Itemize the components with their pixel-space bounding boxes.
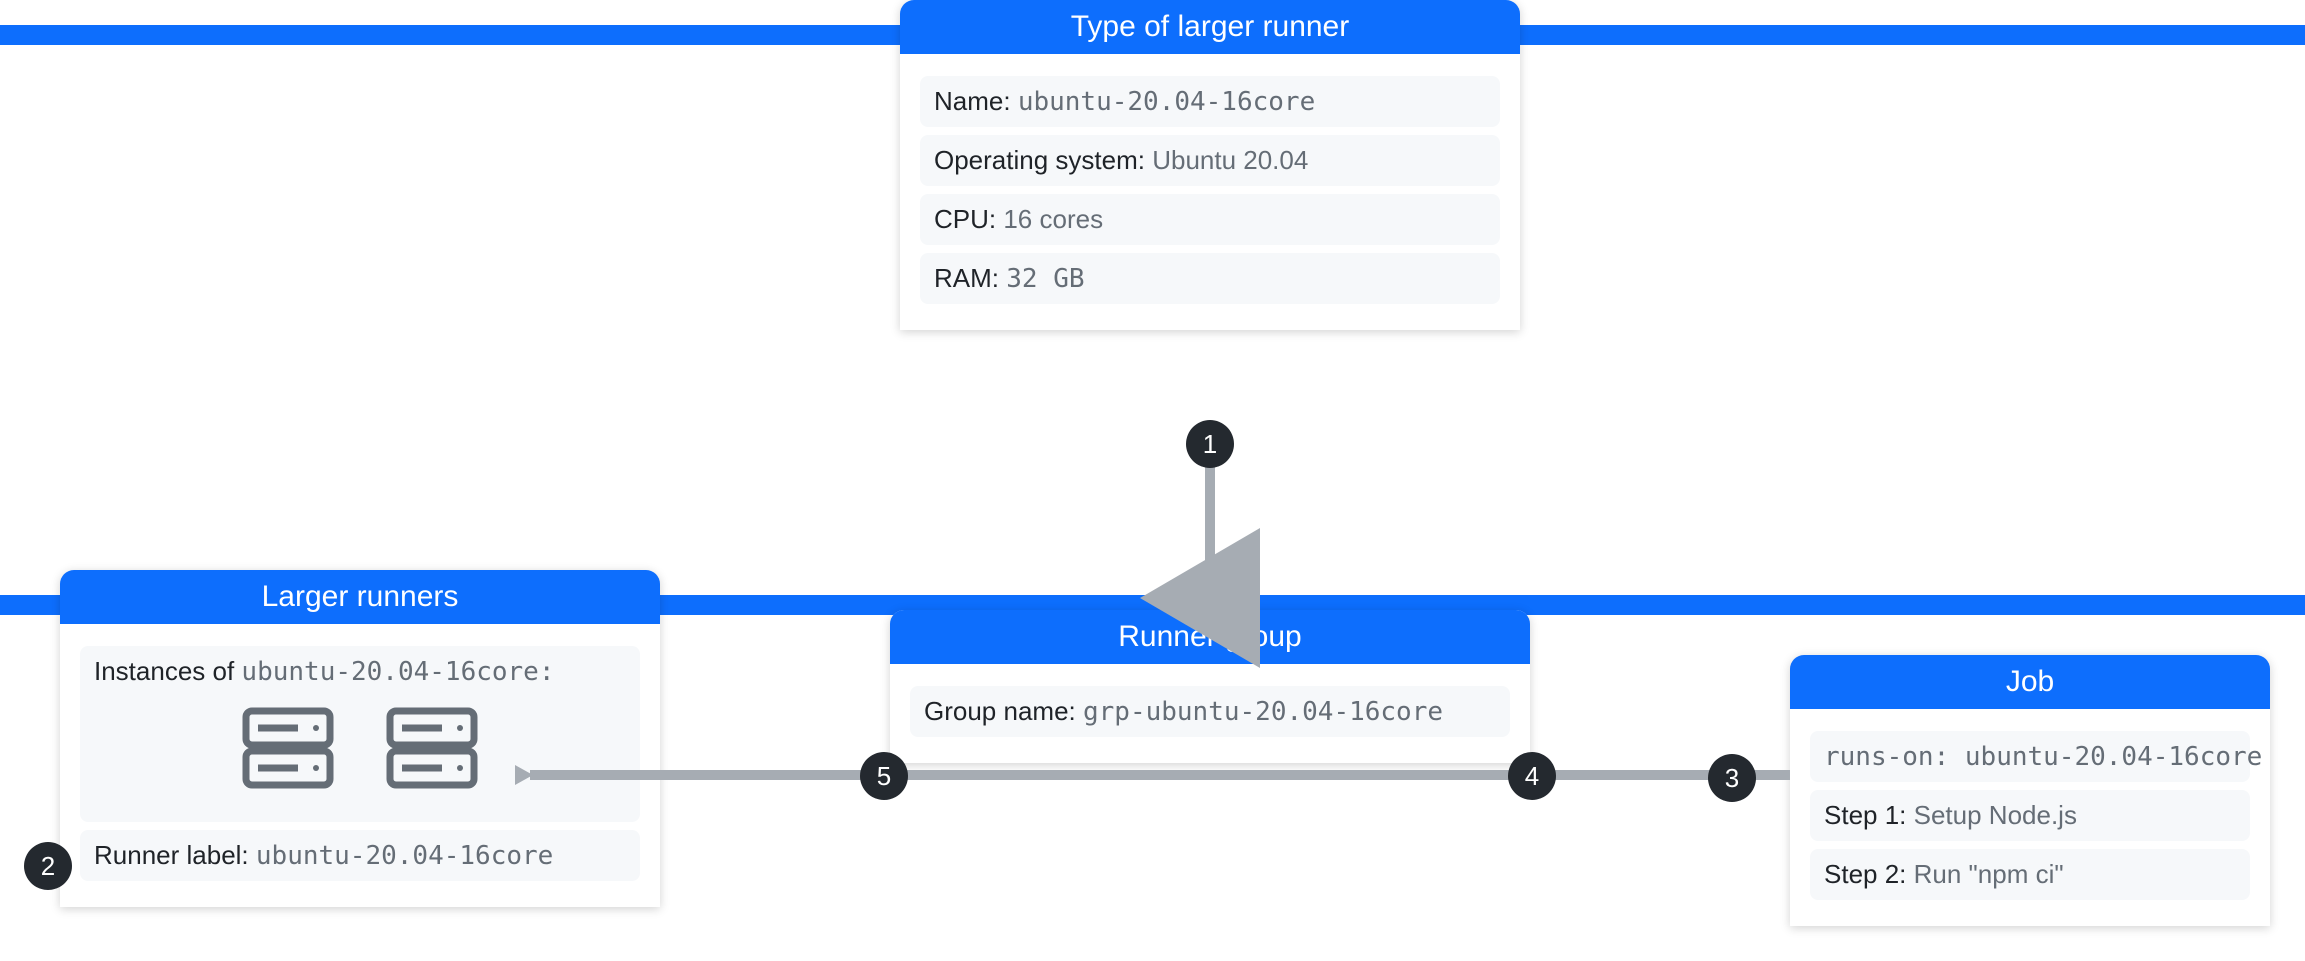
field-label: Instances of — [94, 656, 241, 686]
card-larger-runners: Larger runners Instances of ubuntu-20.04… — [60, 570, 660, 907]
server-icon — [382, 703, 482, 800]
row-os: Operating system: Ubuntu 20.04 — [920, 135, 1500, 186]
field-value: ubuntu-20.04-16core — [1965, 742, 2262, 772]
step-badge-5: 5 — [860, 752, 908, 800]
card-title: Runner group — [890, 610, 1530, 664]
field-label: Group name: — [924, 696, 1083, 726]
field-label: Step 1: — [1824, 800, 1914, 830]
field-label: Operating system: — [934, 145, 1152, 175]
row-step-2: Step 2: Run "npm ci" — [1810, 849, 2250, 900]
step-badge-3: 3 — [1708, 754, 1756, 802]
field-value: Run "npm ci" — [1914, 859, 2064, 889]
row-ram: RAM: 32 GB — [920, 253, 1500, 304]
field-label: Step 2: — [1824, 859, 1914, 889]
card-job: Job runs-on: ubuntu-20.04-16core Step 1:… — [1790, 655, 2270, 926]
row-runner-label: Runner label: ubuntu-20.04-16core — [80, 830, 640, 881]
card-title: Type of larger runner — [900, 0, 1520, 54]
card-title: Job — [1790, 655, 2270, 709]
step-badge-2: 2 — [24, 842, 72, 890]
row-instances: Instances of ubuntu-20.04-16core: — [80, 646, 640, 822]
row-step-1: Step 1: Setup Node.js — [1810, 790, 2250, 841]
card-title: Larger runners — [60, 570, 660, 624]
step-badge-4: 4 — [1508, 752, 1556, 800]
field-value: 16 cores — [1003, 204, 1103, 234]
field-label: CPU: — [934, 204, 1003, 234]
arrow-type-to-group — [1190, 445, 1230, 618]
arrow-job-to-runners — [510, 755, 1810, 795]
row-cpu: CPU: 16 cores — [920, 194, 1500, 245]
field-value: ubuntu-20.04-16core — [1018, 87, 1315, 117]
card-body: Name: ubuntu-20.04-16core Operating syst… — [900, 54, 1520, 330]
row-name: Name: ubuntu-20.04-16core — [920, 76, 1500, 127]
field-label: Name: — [934, 86, 1018, 116]
card-body: runs-on: ubuntu-20.04-16core Step 1: Set… — [1790, 709, 2270, 926]
field-label: RAM: — [934, 263, 1006, 293]
step-badge-1: 1 — [1186, 420, 1234, 468]
field-value: ubuntu-20.04-16core: — [241, 657, 554, 687]
row-group-name: Group name: grp-ubuntu-20.04-16core — [910, 686, 1510, 737]
card-body: Group name: grp-ubuntu-20.04-16core — [890, 664, 1530, 763]
field-value: Ubuntu 20.04 — [1152, 145, 1308, 175]
card-type-of-larger-runner: Type of larger runner Name: ubuntu-20.04… — [900, 0, 1520, 330]
field-label: Runner label: — [94, 840, 256, 870]
field-value: 32 GB — [1006, 264, 1084, 294]
row-runs-on: runs-on: ubuntu-20.04-16core — [1810, 731, 2250, 782]
field-value: ubuntu-20.04-16core — [256, 841, 553, 871]
field-value: Setup Node.js — [1914, 800, 2077, 830]
field-label: runs-on: — [1824, 742, 1965, 772]
field-value: grp-ubuntu-20.04-16core — [1083, 697, 1443, 727]
server-icon — [238, 703, 338, 800]
card-runner-group: Runner group Group name: grp-ubuntu-20.0… — [890, 610, 1530, 763]
